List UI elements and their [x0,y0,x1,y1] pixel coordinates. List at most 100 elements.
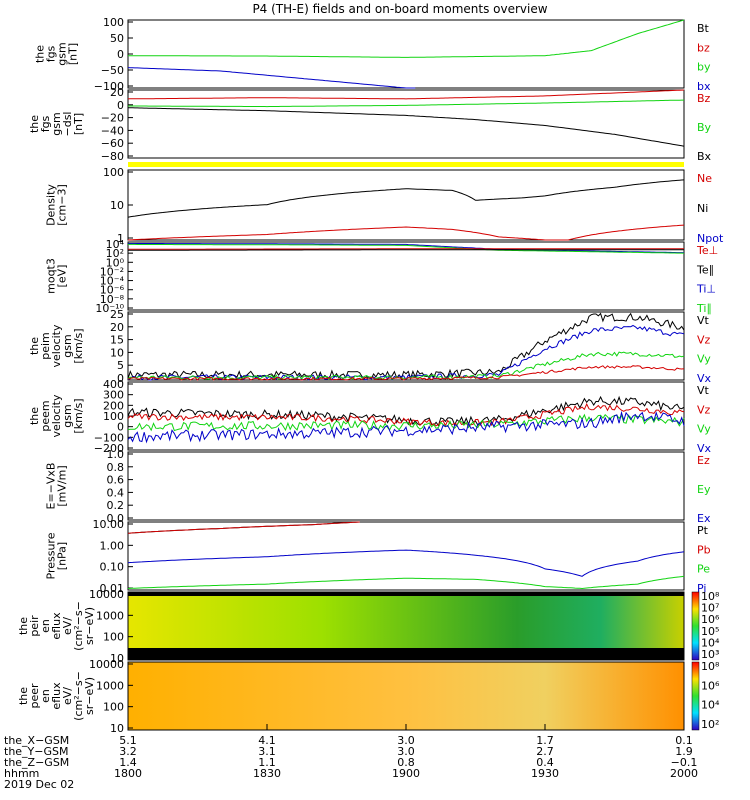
y-axis-label: gsm [61,404,74,427]
y-tick-label: 10 [110,722,124,735]
series-by [128,19,685,58]
y-axis-label: [nT] [72,113,85,135]
y-tick-label: 10⁴ [106,238,125,251]
legend-Ey: Ey [697,483,711,496]
y-axis-label: [km/s] [72,328,85,363]
y-tick-label: 1 [117,232,124,245]
y-tick-label: 10000 [89,588,124,601]
panel-frame [127,521,685,591]
legend-Vy: Vy [697,353,711,366]
y-tick-label: 400 [103,378,124,391]
series-bx [127,67,416,89]
panel-7: 10.00 1.00 0.10 0.01 Pressure[nPa] Pt Pb Pe Pi [45,518,711,595]
bottom-tick-label: 0.4 [536,756,554,769]
bottom-tick-label: 1.4 [119,756,137,769]
y-tick-label: −80 [101,150,124,163]
panel-frame [127,241,685,311]
y-tick-label: 0 [117,421,124,434]
y-tick-label: 20 [110,86,124,99]
y-tick-label: 300 [103,389,124,402]
y-tick-label: 0.01 [100,582,125,595]
y-tick-label: 1.0 [107,448,125,461]
series-Te⊥ [128,248,684,250]
y-axis-label: peim [39,332,52,360]
series-Bz [127,89,685,100]
y-tick-label: −50 [101,64,124,77]
y-axis-label: sr−eV) [83,607,96,645]
y-axis-label: peir [28,615,41,637]
y-axis-label: the [28,407,41,425]
figure-title: P4 (TH-E) fields and on-board moments ov… [252,2,547,16]
bottom-tick-label: 1930 [531,767,559,780]
series-Ne [127,224,685,241]
legend-Pb: Pb [697,543,711,556]
y-tick-label: 50 [110,32,124,45]
panel-frame [127,451,685,521]
bottom-label: hhmm [4,767,39,780]
bottom-label: the_Z−GSM [4,756,69,769]
colorbar-tick: 10⁴ [701,636,720,649]
y-tick-label: 10000 [89,658,124,671]
legend-Ni: Ni [697,202,708,215]
bottom-tick-label: 1.1 [258,756,276,769]
y-tick-label: −20 [101,112,124,125]
panel-6: 1.00.80.60.40.20.0 E=−VxB[mV/m] Ez Ey Ex [45,448,711,525]
y-axis-label: the [17,617,30,635]
legend-Vz: Vz [697,333,711,346]
legend-Pt: Pt [697,524,709,537]
series-Pi [127,549,685,577]
y-axis-label: gsm [56,42,69,65]
y-tick-label: −200 [94,442,124,455]
y-tick-label: 10 [110,346,124,359]
bottom-tick-label: 3.0 [397,734,415,747]
legend-bz: bz [697,41,710,54]
legend-Vt: Vt [697,384,710,397]
y-axis-label: [mV/m] [56,465,69,506]
y-tick-label: 0.4 [107,486,125,499]
y-tick-label: 0.8 [107,461,125,474]
y-tick-label: 100 [103,166,124,179]
bottom-tick-label: 0.1 [675,734,693,747]
legend-bx: bx [697,80,711,93]
series-Bx [127,107,685,147]
y-axis-label: [nT] [67,43,80,65]
series-Vx [127,410,685,444]
y-axis-label: peer [28,683,41,709]
y-axis-label: en [39,689,52,703]
bottom-tick-label: 0.8 [397,756,415,769]
y-tick-label: 0 [117,372,124,385]
series-Pe [127,575,685,590]
y-tick-label: 100 [103,410,124,423]
y-tick-label: 0.6 [107,474,125,487]
y-axis-label: peem [39,400,52,431]
y-tick-label: −100 [94,431,124,444]
y-tick-label: 25 [110,308,124,321]
bottom-label: the_Y−GSM [4,745,69,758]
legend-by: by [697,61,711,74]
y-tick-label: 10² [106,247,124,260]
panel-8: 10⁸10⁷10⁶10⁵10⁴10³10000100010010thepeire… [17,588,720,665]
y-axis-label: [nPa] [56,542,69,570]
y-axis-label: [eV] [56,265,69,288]
colorbar-tick: 10³ [701,648,719,661]
spectrogram-9 [128,662,684,730]
colorbar-9 [691,661,700,731]
y-axis-label: the [28,115,41,133]
bottom-tick-label: 2000 [670,767,698,780]
y-axis-label: (cm²−s− [72,601,85,651]
colorbar-tick: 10⁷ [701,602,719,615]
bottom-tick-label: 1900 [392,767,420,780]
legend-Vx: Vx [697,372,712,385]
y-axis-label: eflux [50,682,63,710]
y-axis-label: sr−eV) [83,677,96,715]
legend-Npot: Npot [697,232,724,245]
y-tick-label: 10.00 [93,518,125,531]
y-tick-label: 0.0 [107,512,125,525]
legend-Ti∥: Ti∥ [696,302,712,315]
bottom-tick-label: 3.1 [258,745,276,758]
bottom-tick-label: 1.7 [536,734,554,747]
